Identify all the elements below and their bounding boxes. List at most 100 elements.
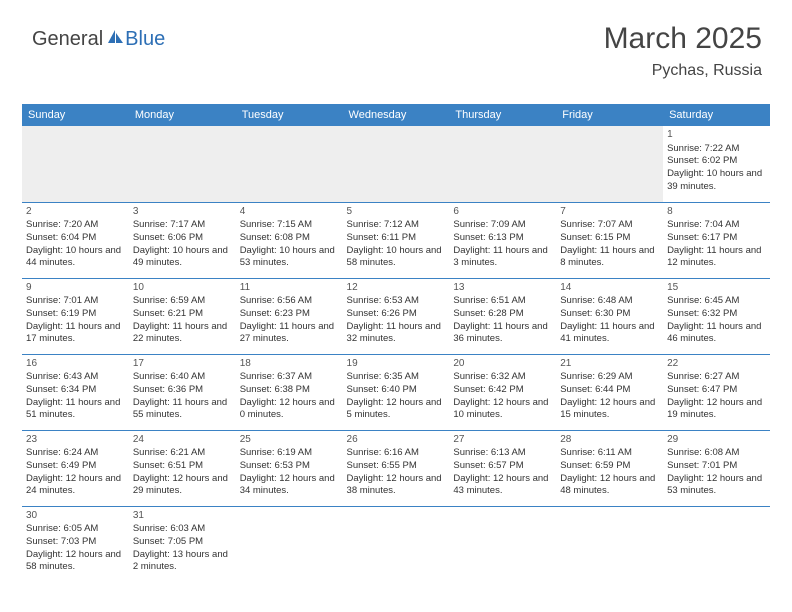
daylight-text: Daylight: 12 hours and 53 minutes. (667, 473, 766, 499)
day-number: 13 (453, 281, 552, 295)
day-number: 23 (26, 433, 125, 447)
sunrise-text: Sunrise: 6:03 AM (133, 523, 232, 536)
calendar-cell: 9Sunrise: 7:01 AMSunset: 6:19 PMDaylight… (22, 278, 129, 354)
sunset-text: Sunset: 6:04 PM (26, 232, 125, 245)
sunset-text: Sunset: 6:42 PM (453, 384, 552, 397)
sunset-text: Sunset: 7:01 PM (667, 460, 766, 473)
sunrise-text: Sunrise: 6:27 AM (667, 371, 766, 384)
sunset-text: Sunset: 6:55 PM (347, 460, 446, 473)
daylight-text: Daylight: 11 hours and 8 minutes. (560, 245, 659, 271)
day-number: 29 (667, 433, 766, 447)
daylight-text: Daylight: 12 hours and 58 minutes. (26, 549, 125, 575)
logo-text-1: General (32, 28, 103, 51)
sunset-text: Sunset: 6:06 PM (133, 232, 232, 245)
calendar-cell: 16Sunrise: 6:43 AMSunset: 6:34 PMDayligh… (22, 354, 129, 430)
calendar-row: 30Sunrise: 6:05 AMSunset: 7:03 PMDayligh… (22, 506, 770, 582)
sunset-text: Sunset: 6:47 PM (667, 384, 766, 397)
calendar-cell (343, 506, 450, 582)
daylight-text: Daylight: 11 hours and 27 minutes. (240, 321, 339, 347)
day-number: 27 (453, 433, 552, 447)
daylight-text: Daylight: 11 hours and 32 minutes. (347, 321, 446, 347)
daylight-text: Daylight: 12 hours and 19 minutes. (667, 397, 766, 423)
day-number: 19 (347, 357, 446, 371)
sunrise-text: Sunrise: 6:24 AM (26, 447, 125, 460)
calendar-cell: 30Sunrise: 6:05 AMSunset: 7:03 PMDayligh… (22, 506, 129, 582)
calendar-cell: 29Sunrise: 6:08 AMSunset: 7:01 PMDayligh… (663, 430, 770, 506)
sunrise-text: Sunrise: 7:07 AM (560, 219, 659, 232)
day-number: 26 (347, 433, 446, 447)
sunrise-text: Sunrise: 7:20 AM (26, 219, 125, 232)
daylight-text: Daylight: 11 hours and 22 minutes. (133, 321, 232, 347)
sunrise-text: Sunrise: 7:04 AM (667, 219, 766, 232)
daylight-text: Daylight: 12 hours and 43 minutes. (453, 473, 552, 499)
day-number: 8 (667, 205, 766, 219)
calendar-cell: 15Sunrise: 6:45 AMSunset: 6:32 PMDayligh… (663, 278, 770, 354)
sunrise-text: Sunrise: 6:19 AM (240, 447, 339, 460)
daylight-text: Daylight: 11 hours and 3 minutes. (453, 245, 552, 271)
calendar-row: 23Sunrise: 6:24 AMSunset: 6:49 PM Dayligh… (22, 430, 770, 506)
day-number: 31 (133, 509, 232, 523)
calendar-cell: 18Sunrise: 6:37 AMSunset: 6:38 PMDayligh… (236, 354, 343, 430)
day-number: 28 (560, 433, 659, 447)
day-header-row: Sunday Monday Tuesday Wednesday Thursday… (22, 104, 770, 126)
sunset-text: Sunset: 6:57 PM (453, 460, 552, 473)
sunrise-text: Sunrise: 6:59 AM (133, 295, 232, 308)
calendar-cell: 20Sunrise: 6:32 AMSunset: 6:42 PMDayligh… (449, 354, 556, 430)
day-number: 18 (240, 357, 339, 371)
sunset-text: Sunset: 6:44 PM (560, 384, 659, 397)
day-number: 7 (560, 205, 659, 219)
day-number: 1 (667, 128, 766, 142)
calendar-row: 1Sunrise: 7:22 AMSunset: 6:02 PMDaylight… (22, 126, 770, 202)
logo-sail-icon (103, 28, 124, 51)
sunset-text: Sunset: 6:59 PM (560, 460, 659, 473)
calendar-cell (236, 126, 343, 202)
sunset-text: Sunset: 6:32 PM (667, 308, 766, 321)
calendar-row: 9Sunrise: 7:01 AMSunset: 6:19 PMDaylight… (22, 278, 770, 354)
calendar-cell: 6Sunrise: 7:09 AMSunset: 6:13 PMDaylight… (449, 202, 556, 278)
daylight-text: Daylight: 12 hours and 15 minutes. (560, 397, 659, 423)
sunrise-text: Sunrise: 7:17 AM (133, 219, 232, 232)
calendar-cell: 28Sunrise: 6:11 AMSunset: 6:59 PMDayligh… (556, 430, 663, 506)
sunset-text: Sunset: 6:23 PM (240, 308, 339, 321)
calendar-cell: 4Sunrise: 7:15 AMSunset: 6:08 PMDaylight… (236, 202, 343, 278)
sunset-text: Sunset: 7:05 PM (133, 536, 232, 549)
day-number: 17 (133, 357, 232, 371)
sunset-text: Sunset: 6:17 PM (667, 232, 766, 245)
sunset-text: Sunset: 6:49 PM (26, 460, 125, 473)
day-number: 25 (240, 433, 339, 447)
page-title: March 2025 (604, 22, 762, 56)
calendar-cell (22, 126, 129, 202)
sunset-text: Sunset: 6:28 PM (453, 308, 552, 321)
sunset-text: Sunset: 6:30 PM (560, 308, 659, 321)
sunset-text: Sunset: 6:02 PM (667, 155, 766, 168)
daylight-text: Daylight: 12 hours and 34 minutes. (240, 473, 339, 499)
calendar-cell: 19Sunrise: 6:35 AMSunset: 6:40 PMDayligh… (343, 354, 450, 430)
daylight-text: Daylight: 11 hours and 46 minutes. (667, 321, 766, 347)
calendar-cell: 21Sunrise: 6:29 AMSunset: 6:44 PMDayligh… (556, 354, 663, 430)
calendar-body: 1Sunrise: 7:22 AMSunset: 6:02 PMDaylight… (22, 126, 770, 582)
sunset-text: Sunset: 6:34 PM (26, 384, 125, 397)
daylight-text: Daylight: 11 hours and 17 minutes. (26, 321, 125, 347)
day-header: Wednesday (343, 104, 450, 126)
daylight-text: Daylight: 10 hours and 49 minutes. (133, 245, 232, 271)
sunrise-text: Sunrise: 6:35 AM (347, 371, 446, 384)
daylight-text: Daylight: 11 hours and 12 minutes. (667, 245, 766, 271)
sunset-text: Sunset: 6:21 PM (133, 308, 232, 321)
daylight-text: Daylight: 12 hours and 10 minutes. (453, 397, 552, 423)
calendar-cell: 17Sunrise: 6:40 AMSunset: 6:36 PMDayligh… (129, 354, 236, 430)
calendar-cell: 22Sunrise: 6:27 AMSunset: 6:47 PMDayligh… (663, 354, 770, 430)
sunrise-text: Sunrise: 6:51 AM (453, 295, 552, 308)
sunrise-text: Sunrise: 7:09 AM (453, 219, 552, 232)
sunset-text: Sunset: 6:08 PM (240, 232, 339, 245)
calendar-cell: 23Sunrise: 6:24 AMSunset: 6:49 PMDayligh… (22, 430, 129, 506)
day-number: 20 (453, 357, 552, 371)
calendar-cell: 24Sunrise: 6:21 AMSunset: 6:51 PMDayligh… (129, 430, 236, 506)
calendar-cell (129, 126, 236, 202)
calendar-row: 16Sunrise: 6:43 AMSunset: 6:34 PMDayligh… (22, 354, 770, 430)
calendar-table: Sunday Monday Tuesday Wednesday Thursday… (22, 104, 770, 582)
calendar-cell (663, 506, 770, 582)
daylight-text: Daylight: 10 hours and 58 minutes. (347, 245, 446, 271)
calendar-cell (556, 506, 663, 582)
sunrise-text: Sunrise: 7:15 AM (240, 219, 339, 232)
day-header: Tuesday (236, 104, 343, 126)
